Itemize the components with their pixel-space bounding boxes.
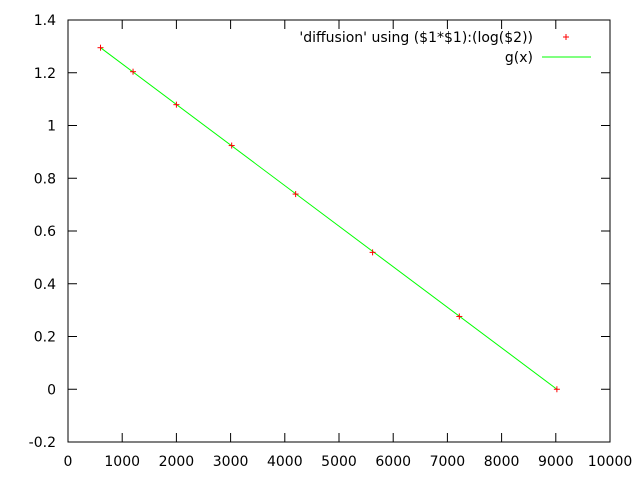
data-point	[369, 249, 376, 256]
y-tick-label: 0.4	[34, 277, 56, 293]
data-point	[228, 142, 235, 149]
x-tick-label: 10000	[588, 454, 633, 470]
data-point	[456, 313, 463, 320]
legend: 'diffusion' using ($1*$1):(log($2)) g(x)	[299, 30, 591, 66]
x-tick-label: 0	[64, 454, 73, 470]
x-tick-label: 2000	[159, 454, 195, 470]
data-point	[97, 44, 104, 51]
x-tick-label: 9000	[538, 454, 574, 470]
legend-label-diffusion: 'diffusion' using ($1*$1):(log($2))	[299, 30, 533, 46]
legend-marker-diffusion	[563, 34, 569, 40]
tick-marks	[67, 19, 611, 443]
y-tick-label: 1	[47, 119, 56, 135]
y-tick-label: 0.6	[34, 224, 56, 240]
y-tick-labels: -0.2 0 0.2 0.4 0.6 0.8 1 1.2 1.4	[29, 13, 56, 451]
y-tick-label: 0	[47, 382, 56, 398]
y-tick-label: 1.2	[34, 66, 56, 82]
legend-label-gx: g(x)	[505, 50, 533, 66]
data-point	[292, 191, 299, 198]
x-tick-label: 8000	[484, 454, 520, 470]
x-tick-label: 6000	[375, 454, 411, 470]
x-tick-label: 7000	[430, 454, 466, 470]
y-tick-label: 1.4	[34, 13, 56, 29]
data-point	[173, 101, 180, 108]
y-tick-label: -0.2	[29, 435, 56, 451]
plot-border	[67, 19, 611, 443]
y-tick-label: 0.8	[34, 171, 56, 187]
x-tick-labels: 0 1000 2000 3000 4000 5000 6000 7000 8000 9000 100…	[64, 454, 633, 470]
x-tick-label: 4000	[267, 454, 303, 470]
series-layer	[97, 44, 560, 393]
x-tick-label: 1000	[104, 454, 140, 470]
x-tick-label: 3000	[213, 454, 249, 470]
y-tick-label: 0.2	[34, 330, 56, 346]
series-line-gx	[100, 47, 558, 390]
data-point	[130, 68, 137, 75]
data-point	[553, 386, 560, 393]
x-tick-label: 5000	[321, 454, 357, 470]
